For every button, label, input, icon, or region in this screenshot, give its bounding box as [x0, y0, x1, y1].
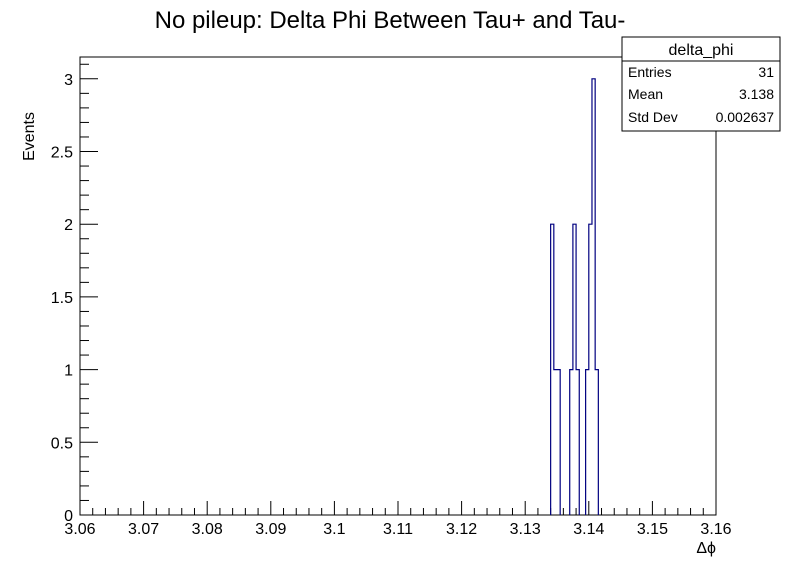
x-tick-label: 3.15 — [637, 521, 668, 538]
x-tick-label: 3.08 — [192, 521, 223, 538]
x-tick-label: 3.11 — [383, 521, 413, 538]
stats-label-entries: Entries — [628, 64, 672, 80]
x-tick-label: 3.06 — [64, 521, 95, 538]
x-tick-label: 3.13 — [510, 521, 541, 538]
y-tick-label: 1 — [64, 363, 73, 380]
stats-title: delta_phi — [669, 42, 734, 59]
stats-box-frame — [621, 36, 781, 132]
y-tick-label: 2 — [64, 217, 73, 234]
y-tick-label: 0.5 — [51, 435, 73, 452]
stats-box: delta_phi Entries 31 Mean 3.138 Std Dev … — [621, 36, 781, 132]
x-tick-label: 3.07 — [128, 521, 159, 538]
y-tick-label: 2.5 — [51, 145, 73, 162]
histogram-bin — [554, 370, 557, 515]
x-tick-label: 3.09 — [255, 521, 286, 538]
stats-value-entries: 31 — [758, 64, 774, 80]
x-tick-label: 3.16 — [700, 521, 731, 538]
x-tick-label: 3.1 — [323, 521, 345, 538]
stats-value-stddev: 0.002637 — [716, 109, 775, 125]
chart-title: No pileup: Delta Phi Between Tau+ and Ta… — [155, 7, 626, 34]
y-tick-label: 1.5 — [51, 290, 73, 307]
y-tick-label: 3 — [64, 72, 73, 89]
stats-value-mean: 3.138 — [739, 86, 774, 102]
x-tick-label: 3.14 — [573, 521, 604, 538]
plot-frame — [79, 56, 717, 516]
y-tick-label: 0 — [64, 508, 73, 525]
histogram — [550, 78, 599, 515]
x-tick-label: 3.12 — [446, 521, 477, 538]
stats-label-mean: Mean — [628, 86, 663, 102]
histogram-outline — [550, 78, 599, 515]
axes: 3.06 3.07 3.08 3.09 3.1 3.11 3.12 3.13 3.14 3.15 3… — [51, 56, 732, 538]
y-axis-label: Events — [21, 112, 38, 161]
x-axis-label: Δϕ — [696, 540, 716, 557]
stats-label-stddev: Std Dev — [628, 109, 678, 125]
